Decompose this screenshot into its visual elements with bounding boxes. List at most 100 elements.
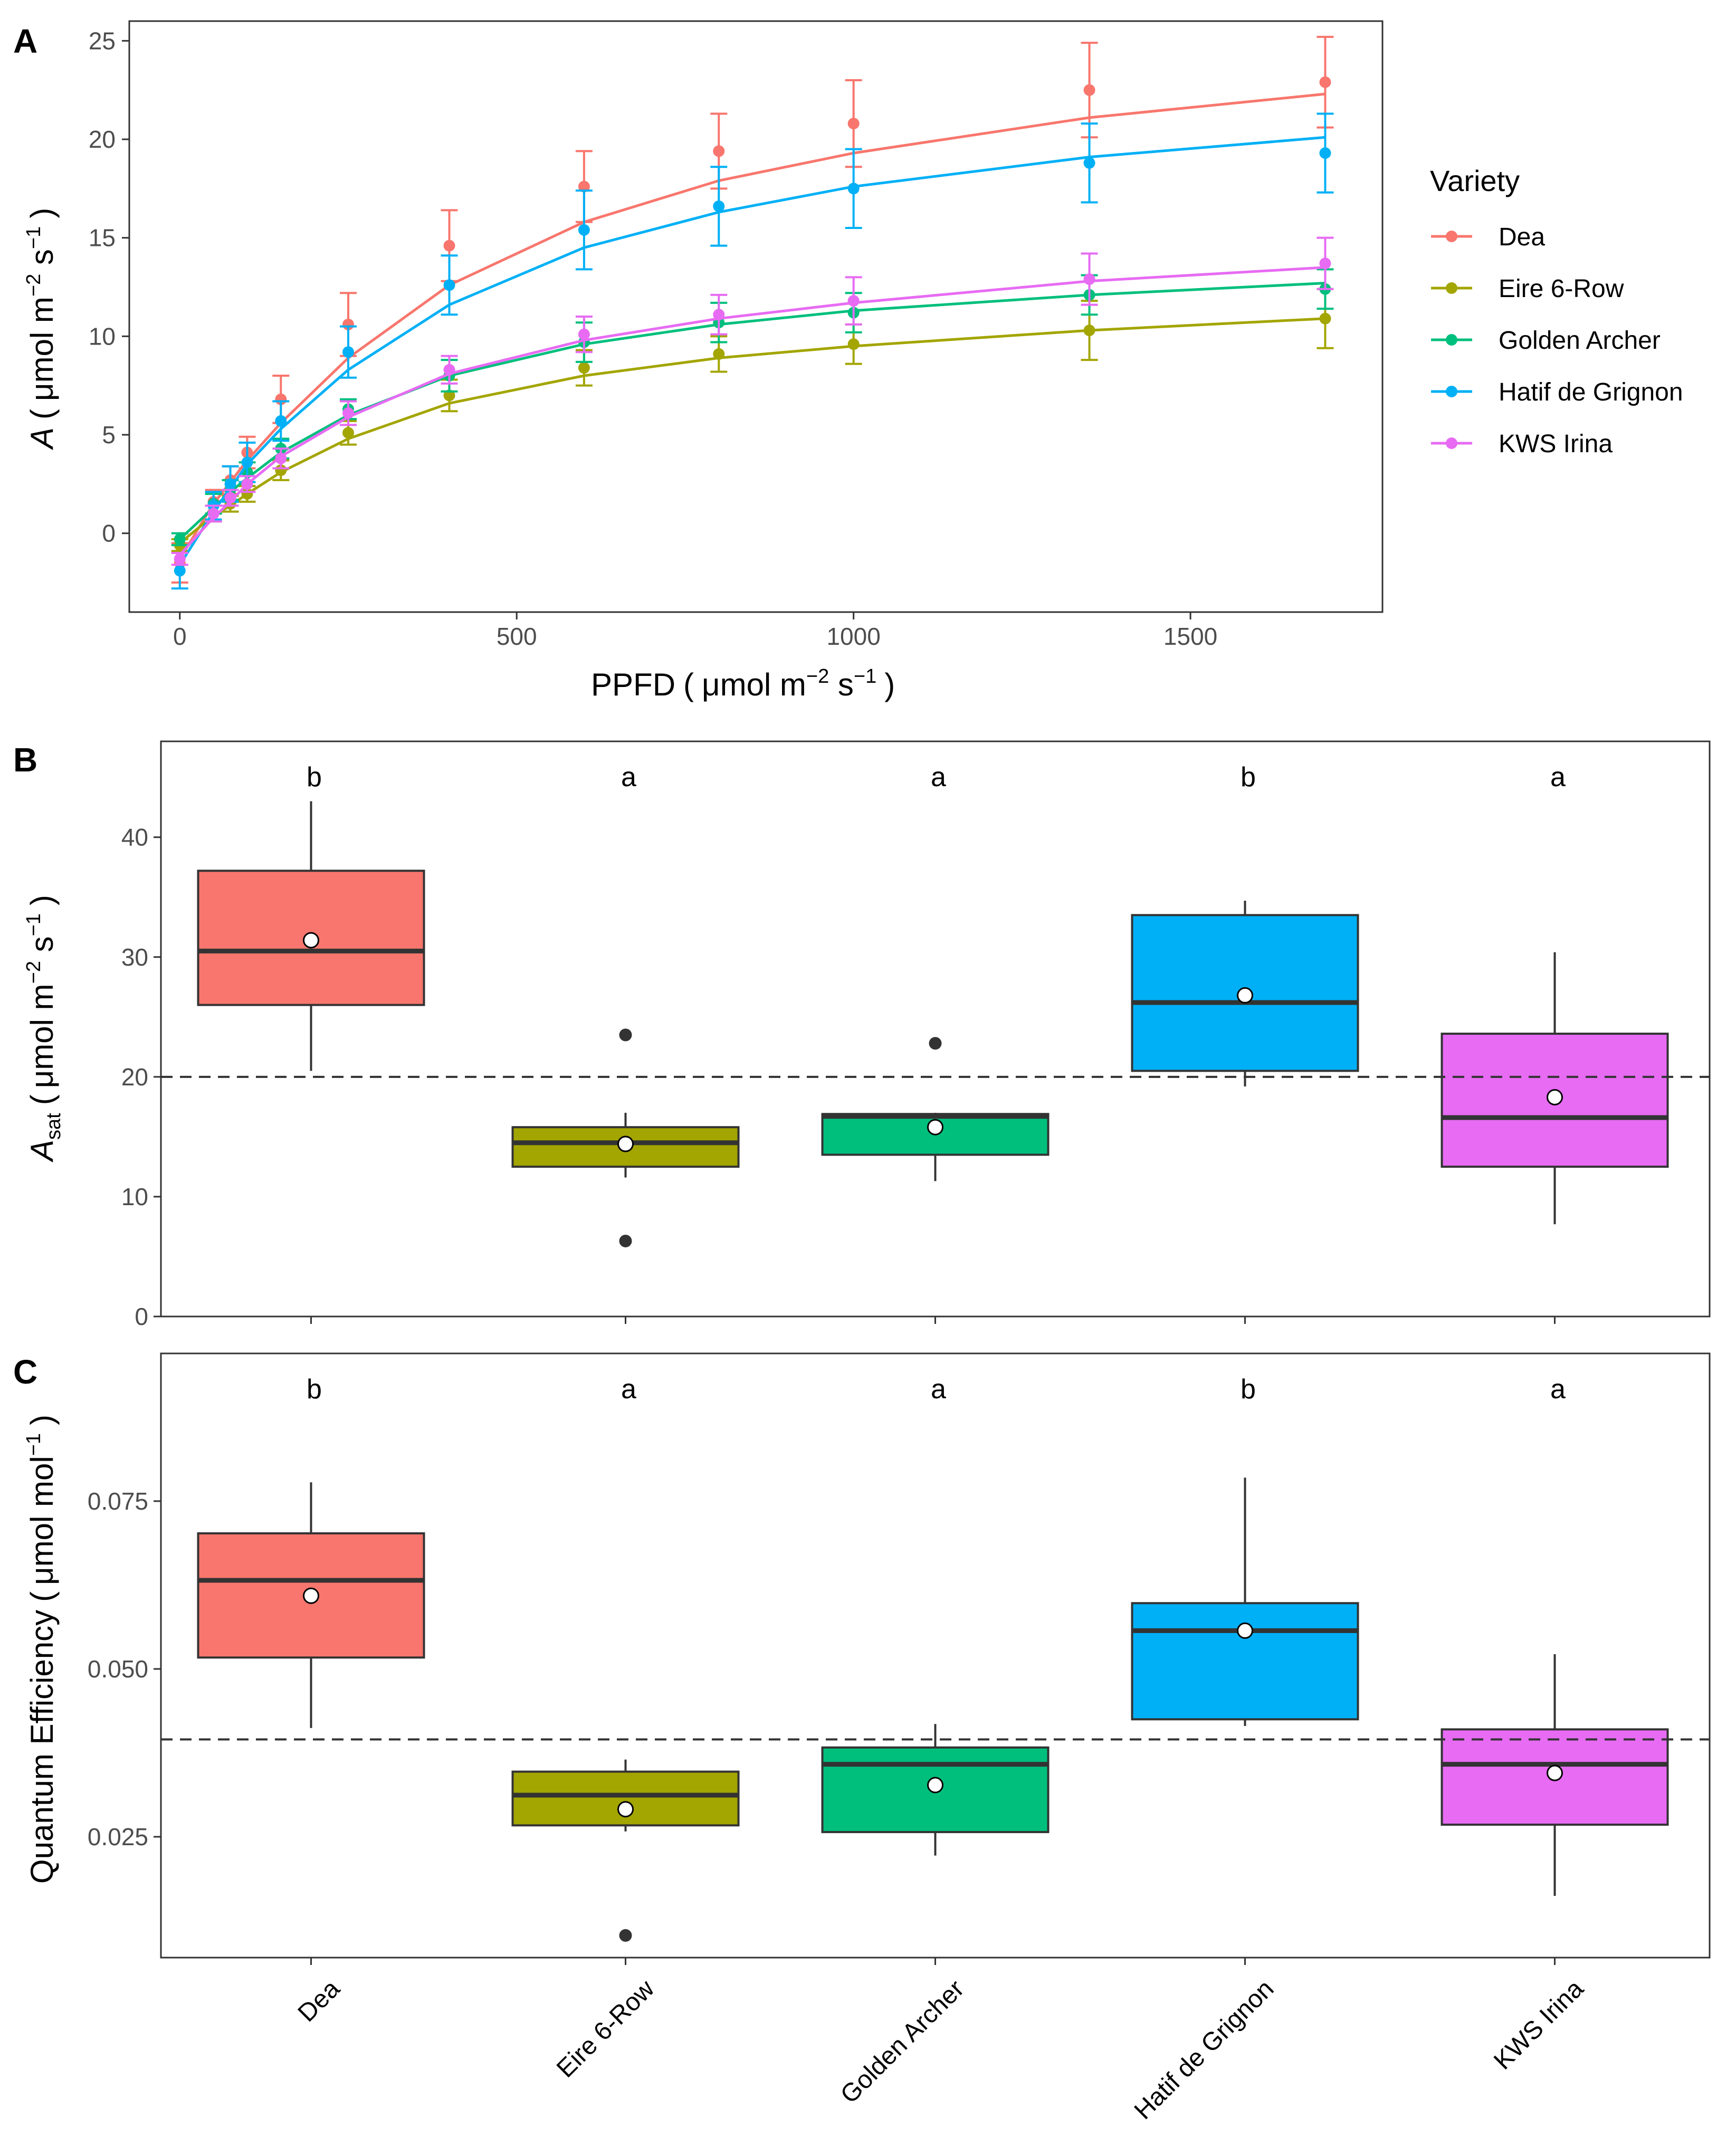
data-point <box>847 183 860 195</box>
panel-c-ylabel-open: ( <box>24 1591 60 1602</box>
panel-a-ytick-label: 25 <box>89 27 116 54</box>
box-dea <box>197 1482 425 1728</box>
panel-a-series <box>171 35 1334 590</box>
panel-a-letter: A <box>13 22 37 60</box>
data-point <box>1083 273 1095 285</box>
panel-a-ylabel-s: s <box>24 249 60 274</box>
significance-letter-hatif-de-grignon: b <box>1241 1374 1256 1405</box>
legend: Variety Dea Eire 6-Row Golden Archer Hatif … <box>1430 164 1683 458</box>
panel-a-xtick-label: 0 <box>173 623 187 650</box>
panel-b-frame <box>160 740 1711 1318</box>
panel-a-xlabel-close: ) <box>884 667 895 702</box>
legend-key-point <box>1446 437 1457 449</box>
box-eire-6-row <box>511 1759 740 1942</box>
x-category-label-dea: Dea <box>293 1974 346 2027</box>
panel-c-x-categories: Dea Eire 6-Row Golden Archer Hatif de Grign… <box>293 1974 1589 2125</box>
panel-c-ylabel: Quantum Efficiency (μmol mol−1) <box>23 1415 60 1884</box>
panel-b-ylabel-open: ( <box>24 1094 60 1105</box>
significance-letter-kws-irina: a <box>1550 1374 1566 1405</box>
panel-b-ylabel: Asat (μmol m−2 s−1) <box>23 895 65 1162</box>
panel-a-ytick-label: 5 <box>102 421 116 449</box>
outlier-point <box>619 1929 632 1942</box>
x-category-label-golden-archer: Golden Archer <box>835 1974 969 2109</box>
legend-items: Dea Eire 6-Row Golden Archer Hatif de Grign… <box>1431 223 1683 458</box>
mean-point <box>1237 987 1253 1004</box>
data-point <box>847 338 860 350</box>
panel-a-frame <box>128 20 1384 613</box>
mean-point <box>927 1119 943 1136</box>
mean-point <box>1237 1622 1253 1639</box>
panel-c-boxes <box>161 1477 1710 1942</box>
data-point <box>241 456 253 469</box>
panel-b-ticks: 0 10 20 30 40 <box>121 824 1556 1330</box>
data-point <box>224 478 236 490</box>
data-point <box>1083 84 1095 96</box>
data-point <box>1319 147 1331 159</box>
panel-a-xlabel: PPFD(μmol m−2 s−1) <box>591 665 895 702</box>
significance-letter-golden-archer: a <box>931 762 946 793</box>
panelC-ytick-label: 0.075 <box>88 1487 148 1515</box>
panel-a-ticks: 0 500 1000 1500 0 5 10 15 20 25 <box>89 27 1217 650</box>
data-point <box>1319 76 1331 88</box>
mean-point <box>1547 1089 1563 1105</box>
data-point <box>342 346 354 358</box>
data-point <box>443 279 455 291</box>
outlier-point <box>619 1234 632 1247</box>
data-point <box>342 427 354 439</box>
data-point <box>443 240 455 252</box>
panelB-ytick-label: 40 <box>121 824 148 851</box>
data-point <box>1083 325 1095 337</box>
panel-b-letter: B <box>13 741 37 779</box>
legend-key-point <box>1446 386 1457 397</box>
box-iqr <box>1131 914 1359 1072</box>
panel-c-ylabel-main: Quantum Efficiency <box>24 1610 60 1884</box>
panel-a-ylabel: A (μmol m−2 s−1) <box>23 208 60 450</box>
panel-b-ylabel-sub: sat <box>43 1113 65 1140</box>
fit-line-hatif-de-grignon <box>178 136 1325 566</box>
legend-label-dea: Dea <box>1499 223 1545 251</box>
significance-letter-golden-archer: a <box>931 1374 946 1405</box>
panel-a-ylabel-open: ( <box>24 409 60 419</box>
mean-point <box>303 932 319 949</box>
panel-b-ylabel-s: s <box>24 936 60 961</box>
data-point <box>1319 257 1331 270</box>
data-point <box>713 348 725 360</box>
box-hatif-de-grignon <box>1131 1477 1359 1726</box>
data-point <box>174 565 186 577</box>
box-golden-archer <box>821 1037 1050 1181</box>
panel-a-ytick-label: 10 <box>89 322 116 350</box>
panel-a-xtick-label: 500 <box>497 623 537 650</box>
panel-b-boxes <box>161 801 1710 1247</box>
mean-point <box>303 1587 319 1604</box>
panel-a-ylabel-a: A <box>24 427 60 450</box>
panel-a-xlabel-exp2: −1 <box>854 665 876 688</box>
panel-a-ytick-label: 15 <box>89 224 116 252</box>
mean-point <box>1547 1764 1563 1781</box>
significance-letter-kws-irina: a <box>1550 762 1566 793</box>
panelC-ytick-label: 0.050 <box>88 1655 148 1683</box>
data-point <box>578 224 590 236</box>
mean-point <box>617 1136 634 1152</box>
panel-b-ylabel-unit: μmol m <box>24 984 60 1088</box>
data-point <box>174 533 186 545</box>
data-point <box>713 200 725 212</box>
panel-a-xlabel-main: PPFD <box>591 667 675 702</box>
data-point <box>224 492 236 504</box>
mean-point <box>927 1777 943 1794</box>
data-point <box>241 478 253 490</box>
data-point <box>713 309 725 321</box>
x-category-label-kws-irina: KWS Irina <box>1489 1974 1589 2075</box>
significance-letter-eire-6-row: a <box>621 762 636 793</box>
panel-a-ylabel-exp2: −1 <box>23 226 45 249</box>
panel-c-letter: C <box>13 1353 37 1391</box>
panelB-ytick-label: 0 <box>135 1303 148 1330</box>
panel-b-ylabel-close: ) <box>24 895 60 905</box>
panel-c-ylabel-exp: −1 <box>23 1433 45 1456</box>
panel-b-ylabel-a: A <box>24 1140 60 1162</box>
data-point <box>1083 157 1095 169</box>
panel-a-ylabel-unit: μmol m <box>24 297 60 401</box>
panel-b-ylabel-exp2: −1 <box>23 913 45 936</box>
data-point <box>207 508 220 520</box>
panel-a-xtick-label: 1500 <box>1163 623 1217 650</box>
